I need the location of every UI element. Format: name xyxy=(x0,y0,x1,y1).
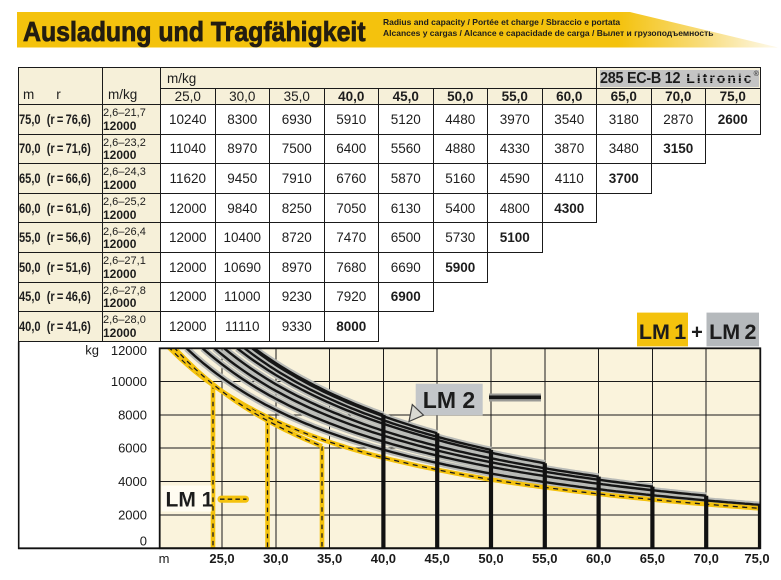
svg-text:60,0: 60,0 xyxy=(586,551,611,566)
svg-text:+: + xyxy=(691,322,703,344)
svg-text:2000: 2000 xyxy=(118,507,147,522)
svg-text:65,0: 65,0 xyxy=(640,551,665,566)
svg-text:30,0: 30,0 xyxy=(263,551,288,566)
svg-text:45,0: 45,0 xyxy=(425,551,450,566)
svg-text:8000: 8000 xyxy=(118,407,147,422)
svg-text:6000: 6000 xyxy=(118,441,147,456)
svg-text:kg: kg xyxy=(85,343,99,358)
svg-text:70,0: 70,0 xyxy=(694,551,719,566)
svg-text:55,0: 55,0 xyxy=(532,551,557,566)
svg-text:75,0: 75,0 xyxy=(744,551,769,566)
svg-text:m: m xyxy=(159,551,170,566)
svg-text:LM 1: LM 1 xyxy=(639,320,686,344)
svg-text:10000: 10000 xyxy=(111,374,147,389)
svg-text:LM 2: LM 2 xyxy=(709,320,756,344)
svg-text:25,0: 25,0 xyxy=(209,551,234,566)
svg-text:LM 1: LM 1 xyxy=(166,489,214,512)
svg-text:40,0: 40,0 xyxy=(371,551,396,566)
svg-text:0: 0 xyxy=(140,534,147,549)
svg-text:35,0: 35,0 xyxy=(317,551,342,566)
svg-text:12000: 12000 xyxy=(111,343,147,358)
svg-text:LM 2: LM 2 xyxy=(423,387,475,413)
svg-text:4000: 4000 xyxy=(118,474,147,489)
svg-text:50,0: 50,0 xyxy=(478,551,503,566)
